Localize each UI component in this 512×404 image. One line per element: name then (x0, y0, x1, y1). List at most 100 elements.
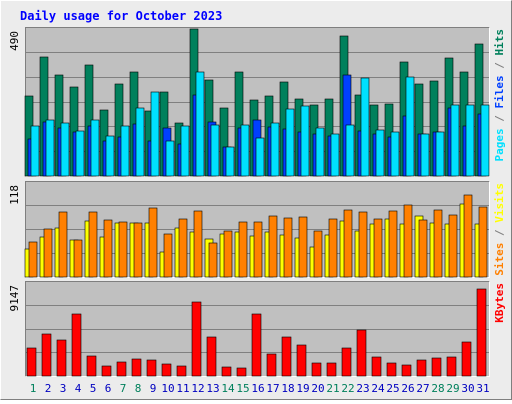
bar-pages (60, 122, 70, 177)
bar-sites (283, 217, 293, 278)
max-label-middle: 118 (8, 185, 21, 205)
bar-kbytes (356, 329, 367, 377)
day-label: 10 (161, 382, 174, 395)
day-label: 21 (326, 382, 339, 395)
bar-pages (255, 137, 265, 177)
day-label: 30 (461, 382, 474, 395)
bar-kbytes (176, 365, 187, 377)
bar-pages (345, 124, 355, 177)
legend-part: / (493, 56, 506, 76)
bar-pages (120, 125, 130, 177)
bar-sites (328, 218, 338, 278)
bar-kbytes (386, 362, 397, 377)
day-label: 6 (105, 382, 112, 395)
bar-sites (28, 241, 38, 278)
max-label-top: 490 (8, 31, 21, 51)
bar-pages (450, 104, 460, 177)
bar-pages (315, 127, 325, 177)
bar-sites (418, 219, 428, 278)
bar-pages (360, 77, 370, 177)
bar-pages (30, 125, 40, 177)
legend-part: Sites (493, 243, 506, 276)
bar-sites (463, 194, 473, 278)
bar-sites (313, 230, 323, 278)
bar-pages (75, 130, 85, 177)
day-label: 25 (386, 382, 399, 395)
day-label: 28 (431, 382, 444, 395)
bar-pages (45, 119, 55, 177)
series-legend-middle: Sites / Visits (493, 183, 506, 276)
day-label: 12 (191, 382, 204, 395)
bar-sites (343, 209, 353, 278)
bar-pages (330, 133, 340, 177)
bar-kbytes (416, 359, 427, 377)
bar-sites (478, 206, 488, 278)
series-legend-top: Pages / Files / Hits (493, 29, 506, 162)
legend-part: Files (493, 75, 506, 108)
bar-kbytes (266, 353, 277, 377)
day-label: 1 (30, 382, 37, 395)
legend-part: Hits (493, 29, 506, 56)
day-label: 15 (236, 382, 249, 395)
panel-top: 490 Pages / Files / Hits (8, 27, 506, 177)
bar-pages (435, 131, 445, 177)
bar-pages (375, 129, 385, 177)
bar-kbytes (446, 356, 457, 377)
bar-pages (105, 135, 115, 177)
bar-kbytes (476, 288, 487, 377)
day-label: 2 (45, 382, 52, 395)
bar-pages (195, 71, 205, 177)
bar-pages (300, 105, 310, 177)
panel-bottom: 9147 KBytes (8, 281, 506, 377)
bar-kbytes (281, 336, 292, 377)
bar-kbytes (221, 366, 232, 377)
bar-sites (238, 221, 248, 278)
bar-sites (388, 210, 398, 278)
bar-kbytes (131, 358, 142, 377)
bar-sites (433, 209, 443, 278)
bar-kbytes (296, 344, 307, 377)
day-label: 18 (281, 382, 294, 395)
day-label: 3 (60, 382, 67, 395)
bar-pages (225, 146, 235, 177)
day-label: 7 (120, 382, 127, 395)
bar-pages (420, 133, 430, 177)
day-label: 26 (401, 382, 414, 395)
bar-kbytes (41, 333, 52, 377)
bar-pages (90, 119, 100, 177)
bar-kbytes (251, 313, 262, 377)
day-label: 23 (356, 382, 369, 395)
bar-sites (103, 219, 113, 278)
bar-sites (448, 214, 458, 278)
bar-pages (480, 104, 490, 177)
bar-kbytes (206, 336, 217, 377)
plot-border-dark-middle (25, 181, 490, 278)
day-label: 4 (75, 382, 82, 395)
bar-pages (165, 140, 175, 177)
day-label: 19 (296, 382, 309, 395)
bar-sites (268, 215, 278, 278)
bar-pages (210, 124, 220, 177)
bar-pages (180, 125, 190, 177)
bar-pages (405, 76, 415, 177)
day-label: 13 (206, 382, 219, 395)
bar-kbytes (26, 347, 37, 377)
plot-border-light-bottom (25, 281, 490, 377)
bar-kbytes (86, 355, 97, 377)
bar-sites (58, 211, 68, 278)
panel-middle: 118 Sites / Visits (8, 181, 506, 278)
bar-pages (270, 122, 280, 177)
bar-kbytes (311, 362, 322, 377)
bar-sites (358, 211, 368, 278)
legend-part: Pages (493, 128, 506, 161)
bar-sites (148, 207, 158, 278)
bar-sites (193, 210, 203, 278)
legend-part: / (493, 223, 506, 243)
bar-pages (465, 104, 475, 177)
bar-kbytes (161, 363, 172, 377)
bar-kbytes (56, 339, 67, 377)
plot-border-dark-bottom (25, 281, 490, 377)
bar-pages (390, 131, 400, 177)
bar-kbytes (401, 364, 412, 377)
